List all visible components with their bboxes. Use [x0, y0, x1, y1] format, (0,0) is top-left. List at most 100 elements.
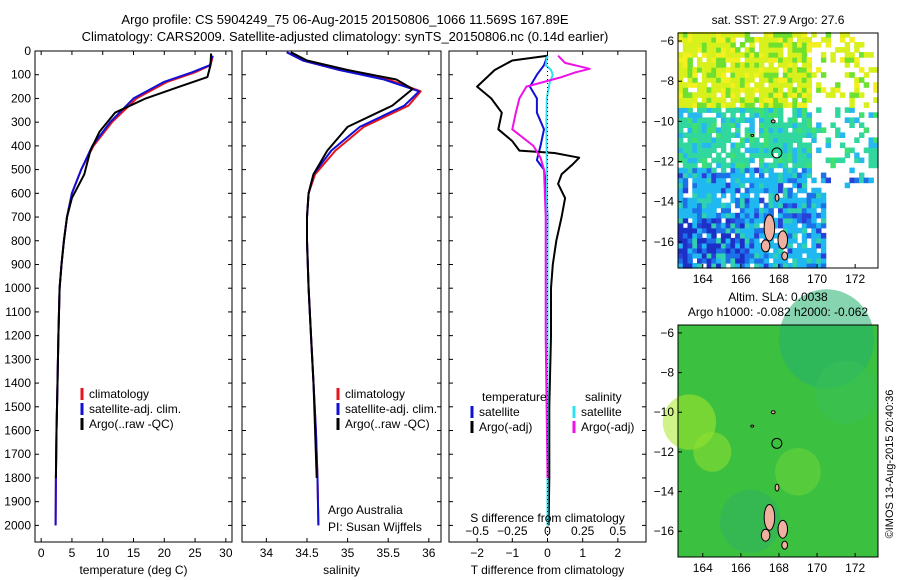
sst-cell [716, 62, 722, 68]
sst-cell [701, 82, 708, 88]
sst-cell [720, 232, 727, 239]
sst-cell [759, 82, 765, 88]
sst-cell [792, 122, 798, 128]
sst-cell [711, 52, 717, 58]
sst-cell [744, 82, 751, 88]
sst-cell [678, 232, 684, 239]
sst-cell [773, 132, 779, 138]
header-line-2: Climatology: CARS2009. Satellite-adjuste… [82, 29, 609, 44]
sst-cell [697, 167, 703, 174]
sla_map-ytick-label: −10 [654, 405, 675, 419]
sst-cell [797, 242, 803, 249]
sst-cell [849, 167, 855, 174]
sst-cell [797, 182, 803, 189]
sst-cell [716, 42, 722, 48]
sst-cell [682, 117, 689, 123]
sst-cell [749, 232, 755, 239]
depth-tick-label: 100 [11, 68, 31, 82]
sst-cell [782, 187, 789, 194]
sst-cell [720, 227, 727, 234]
sst-cell [787, 52, 793, 58]
sst-cell [678, 212, 684, 219]
sst-cell [687, 172, 693, 179]
sst-cell [754, 152, 760, 159]
sst-cell [820, 52, 827, 58]
sst-cell [716, 132, 722, 138]
sst-cell [797, 72, 803, 78]
sst_map-ytick-label: −14 [654, 195, 675, 209]
sst-cell [778, 202, 784, 209]
salinity-profile-panel: 34 34.5 35 35.5 36 salinity climatologysatelli… [241, 50, 442, 577]
sst-cell [816, 212, 822, 219]
temperature-xtick-label: 20 [158, 546, 172, 560]
sst-cell [692, 77, 698, 83]
sst-cell [744, 57, 751, 63]
sst-cell [839, 142, 846, 149]
sst-cell [811, 237, 817, 244]
sst-cell [792, 157, 798, 164]
depth-tick-label: 1000 [4, 281, 31, 295]
sst-cell [739, 172, 746, 179]
sst-cell [706, 197, 712, 204]
depth-tick-label: 600 [11, 186, 31, 200]
sst-cell [687, 62, 693, 68]
sst-cell [725, 258, 731, 264]
sst-cell [744, 102, 751, 108]
sst-cell [716, 87, 722, 93]
sst-cell [730, 263, 736, 269]
sst-cell [735, 217, 741, 224]
sst-cell [716, 37, 722, 43]
sst-cell [816, 82, 822, 88]
sst-cell [768, 37, 774, 43]
sst-cell [782, 212, 789, 219]
sst-cell [787, 57, 793, 63]
sst-cell [797, 147, 803, 154]
sst-cell [687, 242, 693, 249]
sst-cell [692, 197, 698, 204]
sst-cell [782, 167, 789, 174]
sst-cell [787, 122, 793, 128]
sst-cell [720, 258, 727, 264]
sst-cell [682, 182, 689, 189]
temperature-xlabel: temperature (deg C) [79, 563, 187, 577]
sst-cell [697, 67, 703, 73]
sst-cell [811, 197, 817, 204]
sst-cell [730, 142, 736, 149]
sst-cell [682, 263, 689, 269]
sst-cell [687, 92, 693, 98]
sst-cell [720, 92, 727, 98]
sst-cell [744, 217, 751, 224]
sst-cell [759, 232, 765, 239]
sst-cell [706, 182, 712, 189]
sst-cell [759, 247, 765, 254]
sst-cell [720, 167, 727, 174]
sst-cell [682, 92, 689, 98]
sst-cell [844, 117, 851, 123]
difference-profile-panel: −2 −1 0 1 2 T difference from climatology −0.5… [448, 50, 647, 577]
sst-cell [725, 232, 731, 239]
sst-cell [744, 237, 751, 244]
sst-cell [749, 87, 755, 93]
sst-cell [725, 47, 731, 53]
sst-cell [787, 172, 793, 179]
sst-cell [782, 227, 789, 234]
sst-cell [749, 207, 755, 214]
sst-cell [687, 258, 693, 264]
sst-cell [749, 122, 755, 128]
sst-cell [820, 252, 827, 259]
sst-cell [782, 82, 789, 88]
sst-cell [706, 122, 712, 128]
sst-cell [739, 112, 746, 118]
sst-cell [825, 92, 831, 98]
sst-cell [730, 147, 736, 154]
annotation-line-1: Argo Australia [328, 503, 403, 517]
sst-cell [854, 57, 860, 63]
sst-cell [706, 147, 712, 154]
sst-cell [820, 57, 827, 63]
sst-cell [844, 182, 851, 189]
sst-cell [787, 217, 793, 224]
sst-cell [730, 47, 736, 53]
sst-cell [782, 127, 789, 133]
sst-cell [816, 258, 822, 264]
sst-cell [873, 157, 879, 164]
